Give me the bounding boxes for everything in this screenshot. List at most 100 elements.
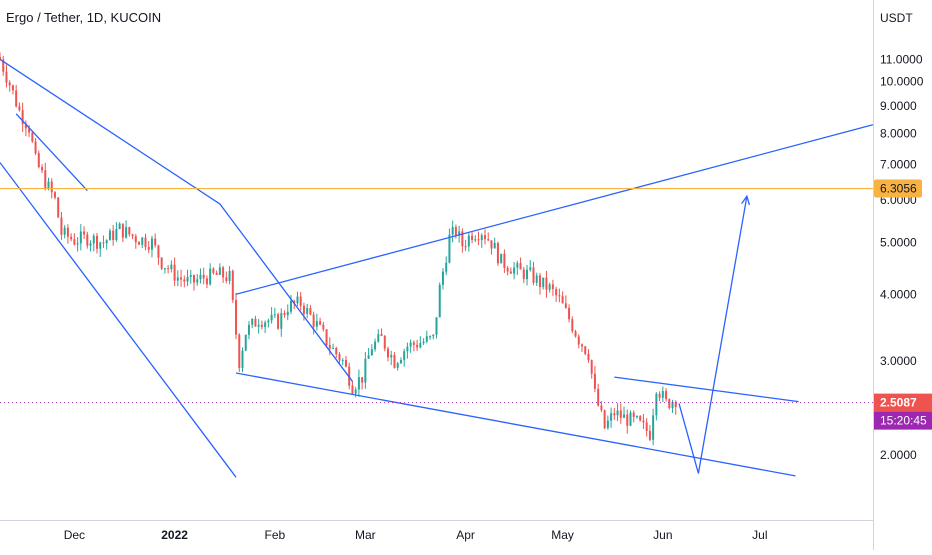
candle-body <box>597 388 600 406</box>
candle-body <box>645 422 648 431</box>
candle-body <box>170 264 173 270</box>
candle-body <box>315 321 318 327</box>
candle-body <box>8 82 11 86</box>
countdown-tag-bg <box>874 411 932 430</box>
candle-body <box>467 235 470 247</box>
candle-body <box>244 334 247 351</box>
candle-body <box>354 389 357 394</box>
x-tick-label: Jul <box>752 528 767 542</box>
candle-body <box>632 412 635 417</box>
candle-body <box>180 277 183 280</box>
candle-body <box>241 350 244 368</box>
candle-body <box>299 296 302 306</box>
ascending-resistance-line <box>235 124 873 295</box>
candle-body <box>322 324 325 330</box>
candle-body <box>21 110 24 125</box>
candle-body <box>28 128 31 133</box>
candle-body <box>558 295 561 297</box>
candle-body <box>606 420 609 429</box>
candle-body <box>496 242 499 264</box>
y-tick-label: 8.0000 <box>880 126 917 140</box>
candle-body <box>99 242 102 249</box>
candle-body <box>115 229 118 240</box>
candle-body <box>493 242 496 249</box>
candle-body <box>70 236 73 240</box>
candle-body <box>419 343 422 348</box>
candle-body <box>574 331 577 337</box>
candle-body <box>293 300 296 304</box>
last-price-tag-label: 2.5087 <box>880 396 917 410</box>
candle-body <box>277 314 280 329</box>
candle-body <box>18 106 21 111</box>
candle-body <box>580 344 584 347</box>
candle-body <box>296 296 299 304</box>
candle-body <box>658 393 661 398</box>
candle-body <box>134 236 137 243</box>
plot-layer <box>0 52 873 478</box>
candle-body <box>464 246 467 248</box>
candle-body <box>639 416 642 421</box>
candle-body <box>121 223 124 238</box>
candle-body <box>577 336 580 345</box>
candle-body <box>590 360 593 374</box>
candle-body <box>108 230 111 241</box>
candle-body <box>529 267 532 270</box>
candle-body <box>454 227 457 236</box>
candle-body <box>212 268 215 273</box>
candle-body <box>222 267 225 278</box>
candle-body <box>374 341 377 350</box>
candle-body <box>458 231 461 236</box>
candle-body <box>128 227 131 235</box>
candle-body <box>309 308 312 315</box>
y-tick-label: 11.0000 <box>880 52 923 66</box>
y-tick-label: 7.0000 <box>880 157 917 171</box>
candle-body <box>257 324 260 327</box>
candle-body <box>532 267 535 283</box>
candle-body <box>542 277 545 288</box>
candle-body <box>551 284 554 290</box>
candle-body <box>412 342 415 345</box>
candle-body <box>306 308 309 314</box>
resistance-6.3056-tag: 6.3056 <box>874 179 922 198</box>
candle-body <box>260 324 263 328</box>
candle-body <box>31 132 34 142</box>
candle-body <box>403 351 406 360</box>
candle-body <box>665 391 668 400</box>
candle-body <box>5 71 8 83</box>
x-tick-label: Dec <box>64 528 85 542</box>
candle-body <box>584 346 587 354</box>
candle-body <box>519 263 522 270</box>
candle-body <box>183 279 186 282</box>
candle-body <box>516 263 519 268</box>
candle-body <box>361 377 364 383</box>
candle-body <box>432 334 435 337</box>
candle-body <box>338 354 341 361</box>
candle-body <box>167 268 170 270</box>
candle-body <box>561 296 564 304</box>
candle-body <box>422 341 425 344</box>
candle-body <box>671 402 674 409</box>
candle-body <box>509 271 512 274</box>
candle-body <box>380 334 383 337</box>
candle-body <box>319 321 322 325</box>
candle-body <box>270 314 273 321</box>
candle-body <box>131 234 134 237</box>
candle-body <box>53 192 56 198</box>
candle-body <box>189 275 192 277</box>
candle-body <box>273 314 276 316</box>
candle-body <box>600 405 603 411</box>
candle-body <box>160 257 163 269</box>
candle-body <box>335 347 338 355</box>
candle-body <box>364 358 367 383</box>
candle-body <box>57 197 60 218</box>
candle-body <box>0 56 2 60</box>
last-price-tag-bg <box>874 393 932 412</box>
candle-body <box>623 414 626 418</box>
candle-body <box>593 373 596 389</box>
candle-body <box>196 279 199 283</box>
candle-body <box>490 240 493 249</box>
candle-body <box>648 430 651 440</box>
y-tick-label: 5.0000 <box>880 235 917 249</box>
